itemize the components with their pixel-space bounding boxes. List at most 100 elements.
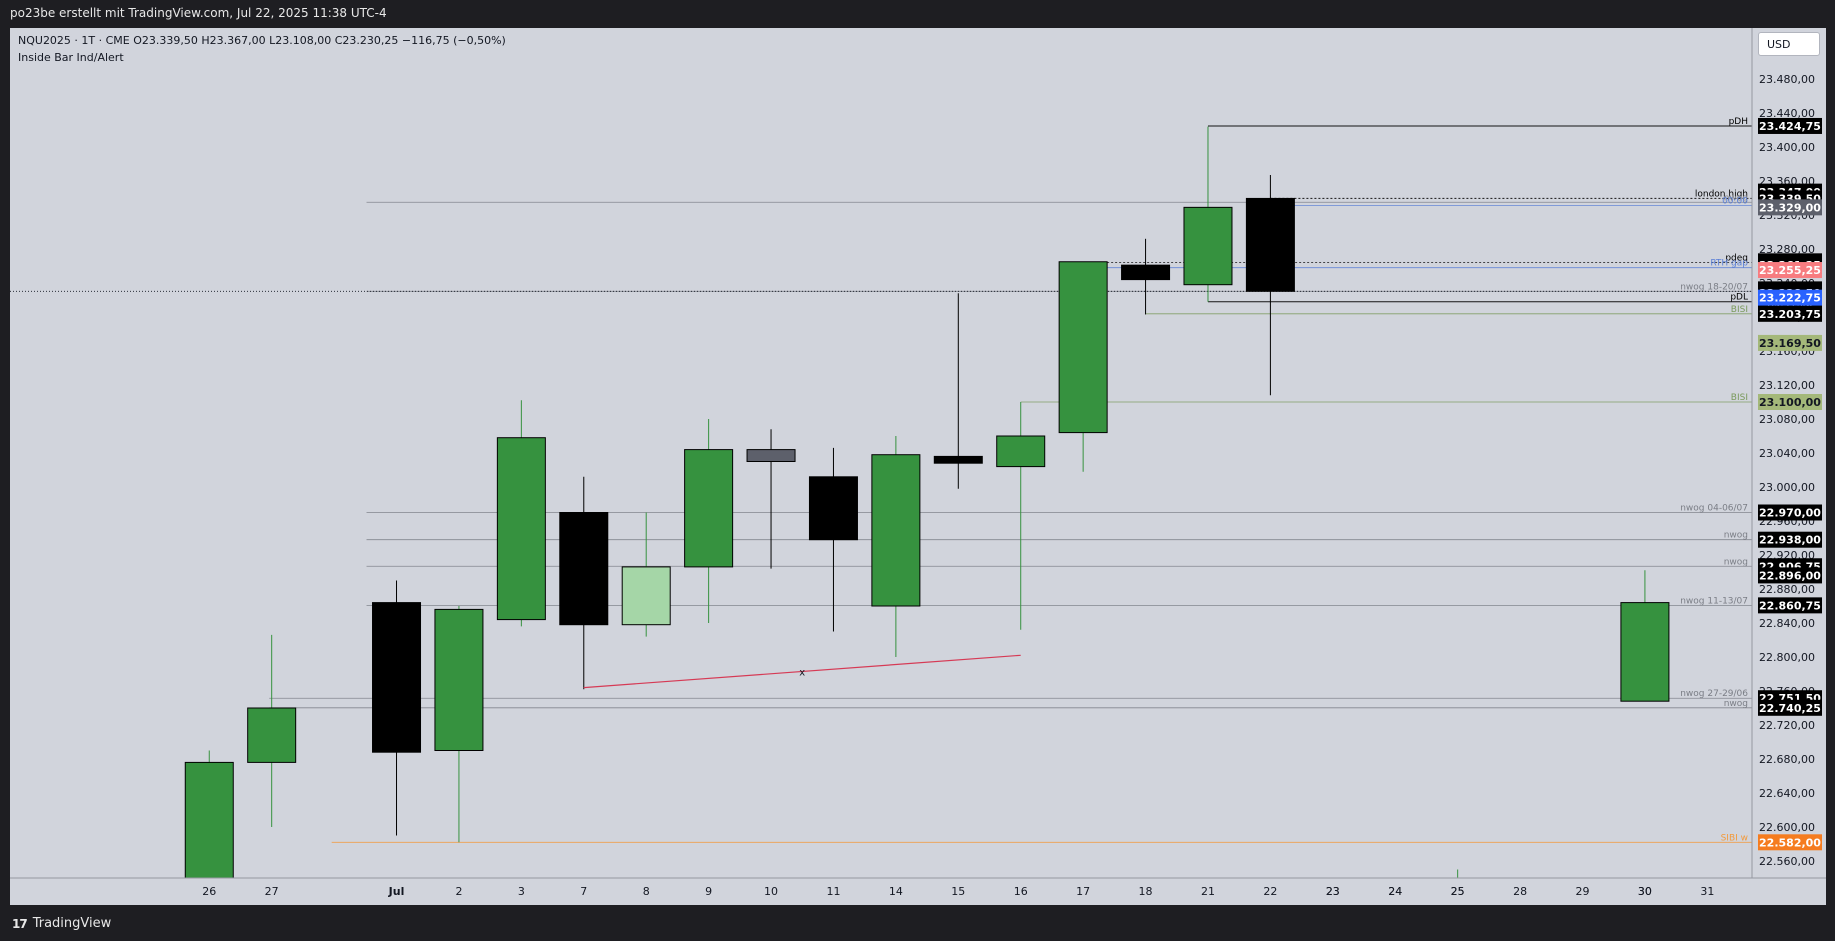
- level-label: london high: [1695, 189, 1748, 199]
- candle-17: [1058, 261, 1108, 472]
- y-tick-label: 22.640,00: [1759, 787, 1815, 800]
- x-tick-label: 24: [1388, 885, 1402, 898]
- y-tick-label: 23.400,00: [1759, 141, 1815, 154]
- candle-body: [372, 602, 422, 753]
- level-label: nwog: [1724, 193, 1748, 203]
- y-tick-label: 22.880,00: [1759, 583, 1815, 596]
- price-tag-bg: [1758, 597, 1822, 614]
- time-axis: [10, 878, 1752, 905]
- x-tick-label: 3: [518, 885, 525, 898]
- candle-body: [434, 608, 484, 752]
- brand-name: TradingView: [32, 916, 112, 931]
- price-tag-bg: [1758, 394, 1822, 410]
- x-tick-label: 15: [951, 885, 965, 898]
- x-tick-label: 23: [1326, 885, 1340, 898]
- top-bar: po23be erstellt mit TradingView.com, Jul…: [0, 0, 1835, 28]
- price-tag: 23.255,25: [1758, 262, 1822, 279]
- price-tag-text: 23.203,75: [1759, 308, 1821, 321]
- x-tick-label: 16: [1014, 885, 1028, 898]
- candle-10: [746, 429, 796, 569]
- symbol-ohlc-legend[interactable]: NQU2025 · 1T · CME O23.339,50 H23.367,00…: [18, 34, 506, 47]
- tradingview-brand[interactable]: 17 TradingView: [12, 916, 111, 931]
- candle-body: [808, 476, 858, 541]
- x-tick-label: 11: [826, 885, 840, 898]
- price-tag-bg: [1758, 834, 1822, 851]
- candle-2: [434, 606, 484, 843]
- level-label: pDL: [1730, 293, 1748, 303]
- price-tag: 23.222,75: [1758, 289, 1822, 306]
- price-tag-text: 23.329,00: [1759, 201, 1821, 214]
- x-tick-label: 26: [202, 885, 216, 898]
- price-tag-text: 23.100,00: [1759, 396, 1821, 409]
- trendline: [583, 654, 1021, 689]
- level-label: pDH: [1729, 117, 1748, 127]
- price-tag-bg: [1758, 289, 1822, 306]
- price-tag: 23.169,50: [1758, 334, 1822, 351]
- level-label: nwog 27-29/06: [1680, 689, 1748, 699]
- candle-body: [247, 707, 297, 763]
- snapshot-title: po23be erstellt mit TradingView.com, Jul…: [10, 6, 387, 20]
- y-tick-label: 23.000,00: [1759, 481, 1815, 494]
- candle-11: [808, 447, 858, 632]
- candle-22: [1245, 175, 1295, 396]
- level-label: SIBI w: [1721, 833, 1748, 843]
- candle-body: [746, 449, 796, 463]
- candle-body: [996, 435, 1046, 468]
- price-tag-bg: [1758, 531, 1822, 548]
- candle-body: [1245, 197, 1295, 292]
- price-tag-text: 23.255,25: [1759, 264, 1821, 277]
- price-tag: 23.424,75: [1758, 117, 1822, 134]
- price-tag-bg: [1758, 699, 1822, 716]
- price-tag-text: 22.740,25: [1759, 702, 1821, 715]
- x-tick-label: 29: [1576, 885, 1590, 898]
- price-tag-bg: [1758, 334, 1822, 351]
- y-tick-label: 23.280,00: [1759, 243, 1815, 256]
- candle-21: [1183, 126, 1233, 302]
- x-tick-label: 10: [764, 885, 778, 898]
- indicator-legend[interactable]: Inside Bar Ind/Alert: [18, 51, 124, 64]
- price-tag-bg: [1758, 117, 1822, 134]
- candle-body: [559, 512, 609, 626]
- x-tick-label: 30: [1638, 885, 1652, 898]
- y-tick-label: 23.080,00: [1759, 413, 1815, 426]
- candle-body: [1121, 264, 1171, 281]
- x-tick-label: 25: [1451, 885, 1465, 898]
- price-tag-text: 23.169,50: [1759, 337, 1821, 350]
- price-axis: [1752, 28, 1826, 878]
- candle-body: [184, 761, 234, 878]
- level-label: pdeq: [1725, 254, 1748, 264]
- y-tick-label: 23.480,00: [1759, 73, 1815, 86]
- price-tag-bg: [1758, 305, 1822, 322]
- y-tick-label: 22.560,00: [1759, 855, 1815, 868]
- y-tick-label: 23.040,00: [1759, 447, 1815, 460]
- x-tick-label: 8: [643, 885, 650, 898]
- candle-15: [933, 293, 983, 489]
- candle-25: [1433, 869, 1483, 878]
- candle-26: [184, 750, 234, 878]
- trendline-label: x: [799, 667, 805, 678]
- candle-body: [1183, 206, 1233, 286]
- candle-3: [496, 400, 546, 627]
- candle-16: [996, 402, 1046, 630]
- y-tick-label: 23.440,00: [1759, 107, 1815, 120]
- x-tick-label: 25: [1451, 885, 1465, 898]
- candle-Jul: [372, 580, 422, 836]
- candle-body: [933, 455, 983, 464]
- y-tick-label: 22.600,00: [1759, 821, 1815, 834]
- price-tag: 22.860,75: [1758, 597, 1822, 614]
- price-tag: 22.896,00: [1758, 567, 1822, 584]
- candle-body: [496, 437, 546, 621]
- currency-selector[interactable]: USD: [1758, 32, 1820, 56]
- x-tick-label: 31: [1700, 885, 1714, 898]
- x-tick-label: 27: [265, 885, 279, 898]
- candle-body: [871, 454, 921, 607]
- price-tag: 23.329,00: [1758, 199, 1822, 216]
- level-label: BISI: [1731, 305, 1748, 315]
- candle-9: [684, 419, 734, 623]
- candle-27: [247, 634, 297, 827]
- level-label: nwog: [1724, 531, 1748, 541]
- candle-7: [559, 476, 609, 690]
- level-label: nwog 18-20/07: [1680, 282, 1748, 292]
- candle-body: [1620, 602, 1670, 702]
